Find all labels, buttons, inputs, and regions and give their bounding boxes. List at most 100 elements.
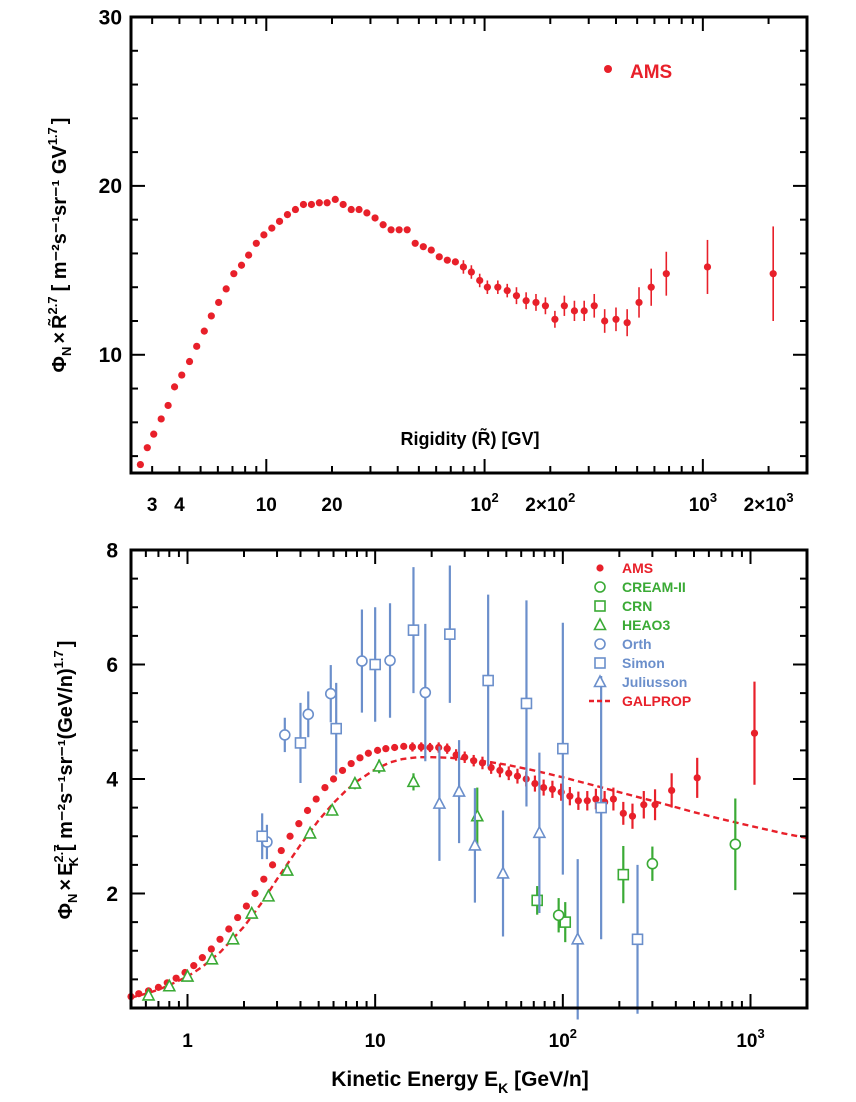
top-ams-point	[503, 287, 511, 295]
top-ams-point	[193, 342, 201, 350]
bottom-ams-point	[391, 743, 399, 752]
top-ams-point	[541, 302, 550, 310]
top-ams-point	[323, 199, 331, 207]
bottom-x-axis-label: Kinetic Energy EK [GeV/n]	[331, 1068, 589, 1096]
top-y-tick-label: 20	[99, 175, 122, 198]
top-ylabel-r-sup: 2.7	[45, 296, 60, 314]
bottom-plot-area	[127, 565, 808, 1020]
bottom-ams-point	[487, 763, 495, 772]
top-x-tick-label: 3	[147, 495, 158, 516]
bottom-ams-point	[540, 783, 548, 792]
top-x-tick-label: 103	[689, 490, 717, 516]
bottom-ylabel-units: [ m⁻²s⁻¹sr⁻¹(GeV/n)	[55, 668, 77, 851]
bottom-simon-point	[482, 674, 494, 687]
bottom-ams-point	[234, 913, 242, 922]
bottom-heao3-point	[244, 905, 259, 919]
top-chart: 3 4 10 20 102 2×102 103 2×103 10 20 30 AMS Rigidit…	[45, 6, 809, 516]
top-ams-point	[551, 315, 559, 323]
bottom-ylabel-close: ]	[55, 641, 77, 648]
bottom-heao3-point	[325, 802, 339, 816]
bottom-ams-point	[640, 801, 648, 809]
top-ams-point	[207, 312, 215, 320]
top-ams-point	[451, 258, 459, 266]
top-ams-point	[215, 298, 223, 307]
bottom-ams-point	[198, 954, 206, 962]
bottom-ams-point	[295, 820, 303, 828]
bottom-crn-point	[531, 894, 543, 907]
top-legend: AMS	[604, 62, 672, 83]
bottom-x-tick-label: 102	[549, 1026, 577, 1052]
bottom-crn-point	[559, 916, 572, 928]
top-ams-point	[355, 205, 363, 214]
top-x-tick-label: 20	[321, 495, 342, 516]
bottom-ams-point	[338, 766, 347, 775]
top-ylabel-units-sup: 1.7	[45, 127, 60, 145]
bottom-simon-point	[256, 830, 268, 843]
bottom-legend-label-juliusson: Juliusson	[622, 674, 687, 690]
top-ams-point	[467, 268, 475, 276]
top-ams-point	[612, 315, 620, 323]
top-ams-point	[662, 270, 670, 278]
bottom-ams-point	[592, 795, 600, 803]
bottom-heao3-point	[303, 825, 317, 839]
bottom-ams-point	[651, 801, 659, 809]
bottom-heao3-point	[141, 987, 156, 1001]
top-ams-point	[331, 195, 339, 203]
bottom-ams-point	[154, 983, 163, 991]
top-ams-point	[476, 276, 484, 285]
top-x-axis-label: Rigidity (R̃) [GV]	[401, 427, 540, 449]
bottom-simon-point	[407, 624, 420, 636]
top-ams-point	[590, 302, 598, 310]
bottom-simon-point	[520, 697, 533, 710]
bottom-simon-point	[631, 933, 644, 946]
top-ams-point	[703, 263, 712, 271]
bottom-ylabel-e-sub: K	[66, 857, 81, 867]
top-ams-point	[150, 430, 158, 438]
bottom-cream-ii-point	[646, 857, 659, 870]
bottom-ams-point	[505, 769, 513, 777]
top-ams-point	[230, 270, 238, 278]
top-ylabel-phi-sub: N	[59, 347, 74, 356]
top-ams-point	[427, 246, 435, 254]
top-ams-point	[371, 214, 379, 222]
bottom-heao3-point	[226, 931, 240, 945]
bottom-x-tick-label: 103	[736, 1026, 764, 1052]
bottom-juliusson-point	[532, 825, 547, 839]
bottom-juliusson-point	[452, 783, 466, 797]
bottom-heao3-point	[470, 808, 485, 822]
top-ams-point	[237, 261, 246, 269]
bottom-ams-point	[216, 935, 224, 943]
top-ams-point	[443, 256, 451, 264]
bottom-ylabel-times: ×	[55, 879, 77, 891]
top-legend-label-ams: AMS	[630, 62, 672, 83]
top-x-tick-label: 102	[470, 490, 498, 516]
top-ams-point	[143, 444, 151, 452]
bottom-simon-point	[330, 722, 343, 735]
top-ams-point	[769, 270, 777, 278]
bottom-legend-marker-heao3	[593, 617, 607, 631]
bottom-simon-point	[294, 737, 307, 749]
bottom-ylabel-units-sup: 1.7	[51, 650, 66, 668]
bottom-legend-label-ams: AMS	[622, 560, 653, 576]
bottom-ams-point	[478, 759, 487, 767]
bottom-ams-point	[260, 875, 268, 883]
bottom-ams-point	[356, 754, 364, 762]
bottom-juliusson-point	[496, 865, 510, 879]
bottom-ams-point	[531, 779, 539, 788]
top-ams-point	[459, 263, 468, 271]
top-ams-point	[494, 283, 502, 291]
bottom-ams-point	[426, 743, 434, 752]
bottom-crn-point	[617, 868, 630, 881]
bottom-ams-point	[303, 806, 312, 815]
svg-text:ΦN×R̃2.7[ m⁻²s⁻¹sr⁻¹ GV1.7]: ΦN × R̃2.7 [ m⁻²s⁻¹sr⁻¹ GV1.7]	[45, 118, 74, 373]
bottom-axes: 1 10 102 103 2 4 6 8	[106, 539, 808, 1052]
top-ams-point	[387, 226, 395, 234]
top-ams-point	[522, 297, 530, 305]
bottom-xlabel-units: [GeV/n]	[508, 1068, 589, 1091]
top-ams-point	[200, 327, 208, 335]
bottom-simon-point	[369, 658, 381, 671]
bottom-ams-point	[373, 746, 382, 754]
top-ams-point	[178, 371, 186, 379]
bottom-y-tick-label: 4	[106, 768, 118, 791]
